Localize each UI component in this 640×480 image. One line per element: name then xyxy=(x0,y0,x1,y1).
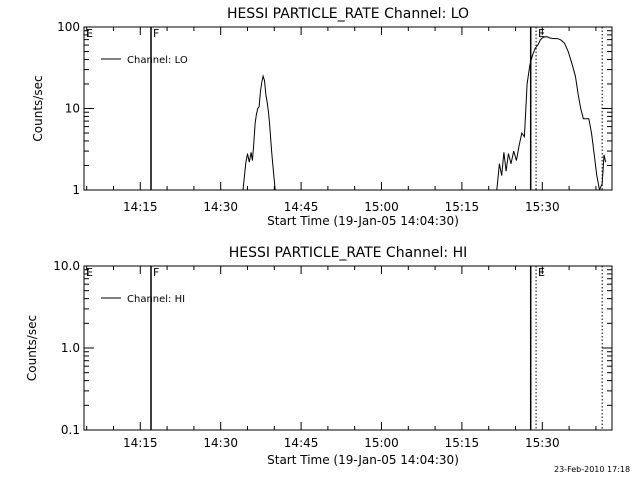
footer-timestamp: 23-Feb-2010 17:18 xyxy=(554,465,631,474)
x-tick-label: 15:00 xyxy=(364,436,399,450)
chart-title: HESSI PARTICLE_RATE Channel: LO xyxy=(227,6,469,22)
x-tick-label: 15:15 xyxy=(445,200,480,214)
x-tick-label: 15:30 xyxy=(525,200,560,214)
y-tick-label: 100 xyxy=(57,20,80,34)
x-tick-label: 15:15 xyxy=(445,436,480,450)
chart-title: HESSI PARTICLE_RATE Channel: HI xyxy=(229,245,467,261)
x-tick-label: 14:45 xyxy=(284,436,319,450)
y-tick-label: 1 xyxy=(72,183,80,197)
x-tick-label: 14:45 xyxy=(284,200,319,214)
annotation-marker-f: F xyxy=(153,266,159,279)
y-axis-label: Counts/sec xyxy=(25,315,39,381)
series-line-segment-2 xyxy=(496,36,607,190)
legend-entry: Channel: HI xyxy=(127,294,185,305)
plot-frame xyxy=(83,26,613,191)
annotation-marker-e: E xyxy=(538,27,545,40)
y-axis-label: Counts/sec xyxy=(31,75,45,141)
annotation-marker-e: E xyxy=(538,266,545,279)
legend-entry: Channel: LO xyxy=(127,55,188,66)
x-axis-label: Start Time (19-Jan-05 14:04:30) xyxy=(267,214,459,228)
x-tick-label: 14:15 xyxy=(123,436,158,450)
x-tick-label: 14:30 xyxy=(203,436,238,450)
annotation-marker-f: F xyxy=(153,27,159,40)
x-tick-label: 15:30 xyxy=(525,436,560,450)
series-line-segment-1 xyxy=(242,74,276,190)
plot-frame xyxy=(83,265,613,431)
y-tick-label: 0.1 xyxy=(61,423,80,437)
chart-panel-1: HESSI PARTICLE_RATE Channel: LO 14:15 14:3… xyxy=(31,6,613,228)
chart-panel-2: HESSI PARTICLE_RATE Channel: HI 14:15 14:3… xyxy=(25,245,613,467)
y-tick-label: 1.0 xyxy=(61,341,80,355)
x-tick-label: 15:00 xyxy=(364,200,399,214)
y-tick-label: 10.0 xyxy=(53,259,80,273)
x-tick-label: 14:15 xyxy=(123,200,158,214)
x-axis-label: Start Time (19-Jan-05 14:04:30) xyxy=(267,453,459,467)
y-tick-label: 10 xyxy=(65,102,80,116)
annotation-marker-e: E xyxy=(86,266,93,279)
x-tick-label: 14:30 xyxy=(203,200,238,214)
annotation-marker-e: E xyxy=(86,27,93,40)
